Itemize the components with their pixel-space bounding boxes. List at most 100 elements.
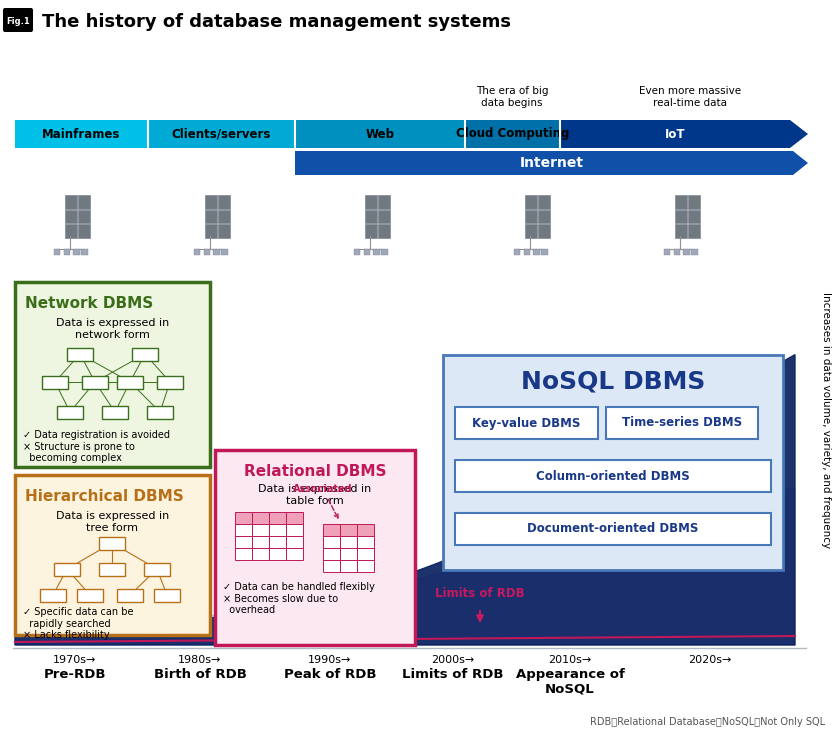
Bar <box>688 195 701 208</box>
Text: 2000s→: 2000s→ <box>432 655 475 665</box>
FancyBboxPatch shape <box>57 406 83 418</box>
FancyBboxPatch shape <box>323 536 340 548</box>
Text: Fig.1: Fig.1 <box>6 18 30 27</box>
Bar <box>365 195 377 208</box>
Bar <box>542 248 548 254</box>
Text: ✓ Data can be handled flexibly
× Becomes slow due to
  overhead: ✓ Data can be handled flexibly × Becomes… <box>223 582 375 615</box>
Bar <box>525 195 538 208</box>
Text: 1990s→: 1990s→ <box>308 655 352 665</box>
Text: Key-value DBMS: Key-value DBMS <box>472 417 580 429</box>
FancyBboxPatch shape <box>340 560 357 572</box>
Text: Hierarchical DBMS: Hierarchical DBMS <box>25 489 184 504</box>
Text: 2010s→: 2010s→ <box>549 655 591 665</box>
FancyBboxPatch shape <box>15 475 210 635</box>
Bar <box>73 248 80 254</box>
FancyBboxPatch shape <box>323 548 340 560</box>
FancyBboxPatch shape <box>286 548 303 560</box>
Bar <box>213 248 220 254</box>
Bar <box>64 248 71 254</box>
Text: Limits of RDB: Limits of RDB <box>402 668 504 681</box>
Bar <box>514 248 521 254</box>
FancyBboxPatch shape <box>157 375 183 389</box>
FancyBboxPatch shape <box>455 513 771 545</box>
FancyBboxPatch shape <box>269 548 286 560</box>
FancyBboxPatch shape <box>286 512 303 524</box>
Polygon shape <box>15 488 795 645</box>
FancyBboxPatch shape <box>54 562 80 576</box>
Bar <box>560 120 790 148</box>
FancyBboxPatch shape <box>102 406 128 418</box>
Text: Limits of RDB: Limits of RDB <box>435 587 525 600</box>
FancyBboxPatch shape <box>235 548 252 560</box>
FancyBboxPatch shape <box>132 347 158 361</box>
Bar <box>691 248 698 254</box>
Bar <box>66 195 77 208</box>
Bar <box>674 248 680 254</box>
FancyBboxPatch shape <box>357 536 374 548</box>
Text: Pre-RDB: Pre-RDB <box>44 668 106 681</box>
Bar <box>688 224 701 237</box>
FancyBboxPatch shape <box>235 512 252 524</box>
Bar <box>378 209 391 223</box>
FancyBboxPatch shape <box>443 355 783 570</box>
Polygon shape <box>790 120 808 148</box>
Bar <box>78 224 91 237</box>
Text: 1980s→: 1980s→ <box>178 655 222 665</box>
Polygon shape <box>295 151 808 175</box>
Bar <box>381 248 388 254</box>
FancyBboxPatch shape <box>235 524 252 536</box>
Text: Birth of RDB: Birth of RDB <box>154 668 246 681</box>
FancyBboxPatch shape <box>147 406 173 418</box>
FancyBboxPatch shape <box>77 588 103 602</box>
FancyBboxPatch shape <box>252 512 269 524</box>
Text: Relational DBMS: Relational DBMS <box>244 464 386 479</box>
Bar <box>378 195 391 208</box>
FancyBboxPatch shape <box>252 536 269 548</box>
Bar <box>295 120 465 148</box>
Bar <box>538 195 550 208</box>
FancyBboxPatch shape <box>82 375 108 389</box>
Text: RDB：Relational Database，NoSQL：Not Only SQL: RDB：Relational Database，NoSQL：Not Only S… <box>590 717 825 727</box>
Bar <box>365 224 377 237</box>
Bar <box>54 248 60 254</box>
Bar <box>688 209 701 223</box>
FancyBboxPatch shape <box>286 536 303 548</box>
Bar <box>203 248 210 254</box>
FancyBboxPatch shape <box>323 560 340 572</box>
Bar <box>205 209 218 223</box>
Bar <box>675 209 687 223</box>
Text: NoSQL DBMS: NoSQL DBMS <box>521 369 706 393</box>
Bar <box>538 224 550 237</box>
FancyBboxPatch shape <box>99 562 125 576</box>
Text: Document-oriented DBMS: Document-oriented DBMS <box>528 522 699 536</box>
FancyBboxPatch shape <box>357 548 374 560</box>
Bar <box>538 209 550 223</box>
Text: ✓ Data registration is avoided
× Structure is prone to
  becoming complex: ✓ Data registration is avoided × Structu… <box>23 430 170 463</box>
Text: Web: Web <box>365 128 395 140</box>
Bar <box>523 248 530 254</box>
Text: IoT: IoT <box>664 128 685 140</box>
FancyBboxPatch shape <box>3 8 33 32</box>
Bar <box>218 224 230 237</box>
FancyBboxPatch shape <box>235 536 252 548</box>
FancyBboxPatch shape <box>154 588 180 602</box>
Bar <box>81 248 88 254</box>
Text: Internet: Internet <box>520 156 584 170</box>
FancyBboxPatch shape <box>323 524 340 536</box>
Bar <box>194 248 201 254</box>
FancyBboxPatch shape <box>42 375 68 389</box>
Text: Network DBMS: Network DBMS <box>25 296 153 311</box>
FancyBboxPatch shape <box>340 524 357 536</box>
FancyBboxPatch shape <box>269 536 286 548</box>
FancyBboxPatch shape <box>67 347 93 361</box>
FancyBboxPatch shape <box>269 512 286 524</box>
Bar <box>675 224 687 237</box>
FancyBboxPatch shape <box>99 537 125 550</box>
Bar <box>218 195 230 208</box>
Text: Even more massive
real-time data: Even more massive real-time data <box>639 86 741 108</box>
Bar <box>78 209 91 223</box>
FancyBboxPatch shape <box>117 588 143 602</box>
Text: Column-oriented DBMS: Column-oriented DBMS <box>536 469 690 483</box>
FancyBboxPatch shape <box>117 375 143 389</box>
Text: Peak of RDB: Peak of RDB <box>284 668 376 681</box>
